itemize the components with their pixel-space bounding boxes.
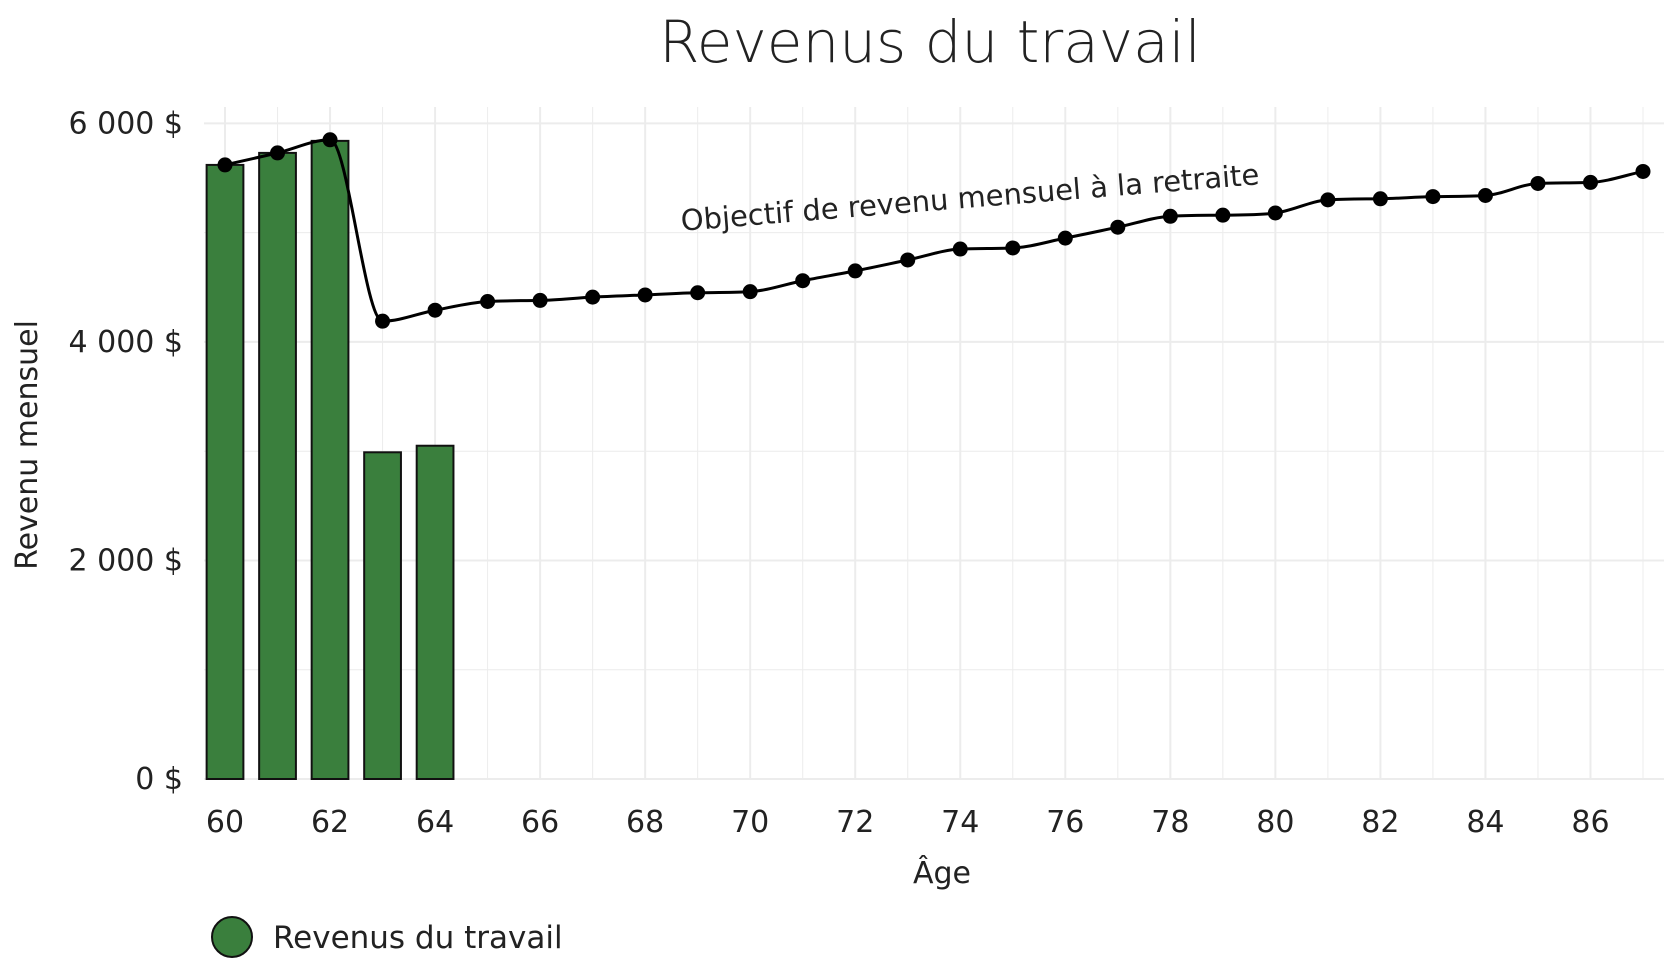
target-point — [427, 302, 443, 318]
target-point — [1635, 163, 1651, 179]
x-tick-label: 78 — [1151, 805, 1189, 840]
target-point — [270, 145, 286, 161]
bar — [310, 139, 350, 780]
target-point — [585, 289, 601, 305]
target-point — [1215, 207, 1231, 223]
x-tick-label: 64 — [416, 805, 454, 840]
y-tick-label: 4 000 $ — [68, 325, 183, 360]
target-point — [1582, 174, 1598, 190]
target-point — [1320, 192, 1336, 208]
target-point — [532, 292, 548, 308]
bar — [205, 163, 245, 781]
target-point — [690, 285, 706, 301]
y-axis-ticks: 0 $ 2 000 $ 4 000 $ 6 000 $ — [68, 106, 183, 797]
legend-swatch — [211, 916, 253, 958]
y-tick-label: 0 $ — [135, 762, 183, 797]
y-tick-label: 6 000 $ — [68, 106, 183, 141]
target-point — [1530, 175, 1546, 191]
target-point — [742, 284, 758, 300]
target-point — [1425, 189, 1441, 205]
bar — [363, 451, 402, 780]
x-axis-label: Âge — [913, 855, 971, 891]
bars — [205, 139, 455, 781]
target-line — [224, 138, 1644, 323]
x-tick-label: 60 — [206, 805, 244, 840]
x-tick-label: 66 — [521, 805, 559, 840]
x-tick-label: 84 — [1466, 805, 1504, 840]
target-point — [900, 252, 916, 268]
target-point — [1477, 188, 1493, 204]
target-point — [1267, 205, 1283, 221]
bar — [258, 151, 297, 780]
x-tick-label: 62 — [311, 805, 349, 840]
x-tick-label: 72 — [836, 805, 874, 840]
annotation-label: Objectif de revenu mensuel à la retraite — [679, 157, 1260, 237]
x-tick-label: 70 — [731, 805, 769, 840]
target-point — [637, 287, 653, 303]
bar — [415, 444, 455, 780]
target-point — [322, 132, 338, 148]
y-axis-label: Revenu mensuel — [10, 320, 45, 570]
legend: Revenus du travail — [211, 916, 563, 958]
x-tick-label: 86 — [1571, 805, 1609, 840]
legend-label: Revenus du travail — [273, 920, 563, 956]
target-point — [1372, 191, 1388, 207]
target-point — [952, 241, 968, 257]
target-point — [1005, 240, 1021, 256]
target-point — [1162, 208, 1178, 224]
x-tick-label: 82 — [1361, 805, 1399, 840]
x-tick-label: 74 — [941, 805, 979, 840]
target-point — [375, 313, 391, 329]
target-point — [847, 263, 863, 279]
x-axis-ticks: 60 62 64 66 68 70 72 74 76 78 80 82 84 86 — [206, 805, 1610, 840]
y-tick-label: 2 000 $ — [68, 543, 183, 578]
target-point — [795, 273, 811, 289]
x-tick-label: 80 — [1256, 805, 1294, 840]
target-point — [480, 293, 496, 309]
x-tick-label: 76 — [1046, 805, 1084, 840]
x-tick-label: 68 — [626, 805, 664, 840]
target-point — [1110, 219, 1126, 235]
target-point — [217, 157, 233, 173]
target-point — [1057, 230, 1073, 246]
target-points — [217, 132, 1651, 329]
chart-title: Revenus du travail — [659, 8, 1201, 76]
